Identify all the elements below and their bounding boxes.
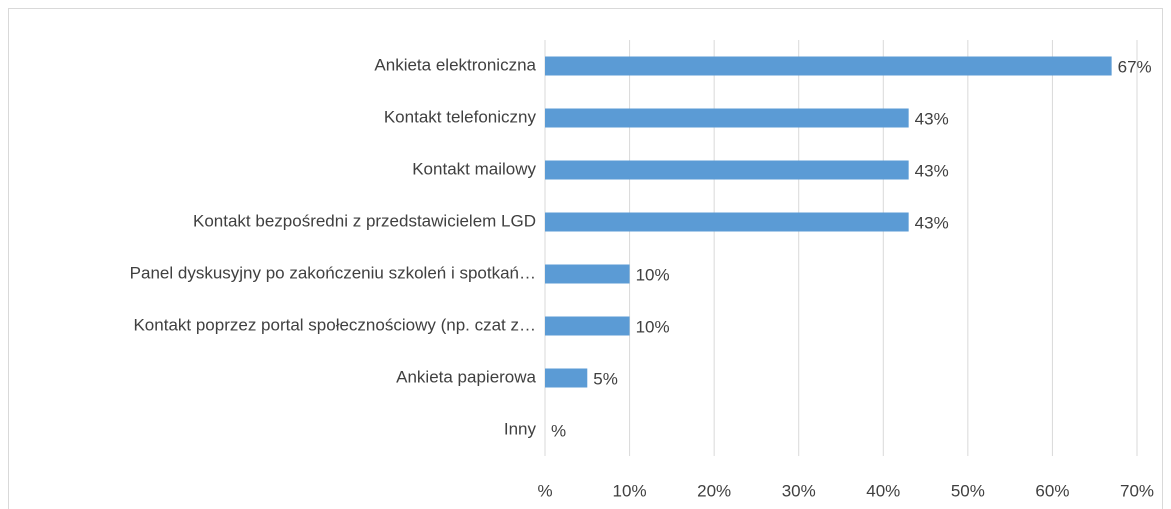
x-tick-label: 40% (866, 481, 900, 500)
data-label: % (551, 421, 566, 440)
y-tick-label: Kontakt mailowy (412, 159, 536, 178)
y-tick-label: Panel dyskusyjny po zakończeniu szkoleń … (130, 263, 536, 282)
data-label: 43% (915, 161, 949, 180)
y-tick-label: Kontakt bezpośredni z przedstawicielem L… (193, 211, 536, 230)
y-tick-label: Ankieta elektroniczna (374, 55, 536, 74)
data-label: 43% (915, 109, 949, 128)
y-tick-label: Inny (504, 419, 537, 438)
y-tick-label: Kontakt telefoniczny (384, 107, 537, 126)
bar (545, 56, 1112, 76)
bar (545, 264, 630, 284)
data-label: 10% (636, 317, 670, 336)
bar (545, 160, 909, 180)
bar (545, 108, 909, 128)
data-label: 43% (915, 213, 949, 232)
x-tick-label: 70% (1120, 481, 1154, 500)
x-tick-label: 20% (697, 481, 731, 500)
x-tick-label: 60% (1035, 481, 1069, 500)
data-label: 10% (636, 265, 670, 284)
chart-border (8, 8, 1163, 509)
x-tick-label: 50% (951, 481, 985, 500)
bar (545, 316, 630, 336)
data-label: 5% (593, 369, 618, 388)
bar (545, 368, 588, 388)
x-tick-label: 30% (782, 481, 816, 500)
x-tick-label: 10% (613, 481, 647, 500)
bar (545, 212, 909, 232)
y-tick-label: Ankieta papierowa (396, 367, 536, 386)
x-tick-label: % (537, 481, 552, 500)
data-label: 67% (1118, 57, 1152, 76)
y-tick-label: Kontakt poprzez portal społecznościowy (… (133, 315, 536, 334)
